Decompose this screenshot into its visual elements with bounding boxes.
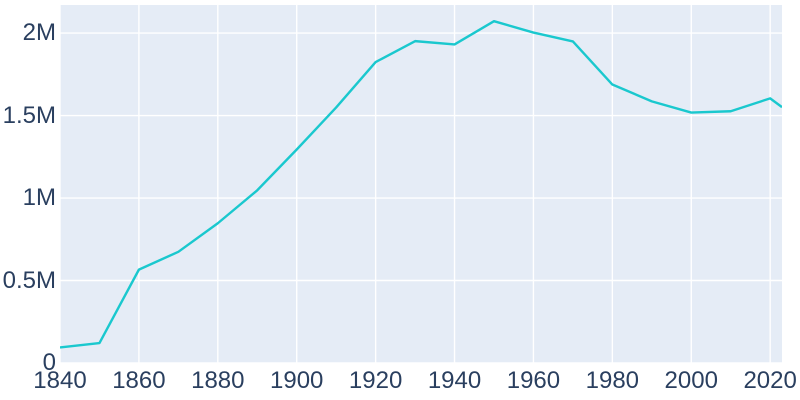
x-tick-label: 1960 — [506, 367, 561, 394]
chart-canvas — [60, 5, 782, 363]
x-tick-label: 2000 — [664, 367, 718, 394]
y-tick-label: 2M — [22, 19, 56, 47]
x-tick-label: 1860 — [112, 367, 166, 394]
y-tick-label: 0 — [42, 349, 56, 376]
x-tick-label: 1840 — [33, 367, 87, 394]
population-line-series — [60, 19, 782, 349]
y-tick-label: 1M — [22, 184, 56, 212]
x-tick-label: 1980 — [585, 367, 640, 394]
x-tick-label: 2020 — [743, 367, 797, 394]
x-tick-label: 1940 — [427, 367, 482, 394]
x-tick-label: 1900 — [270, 367, 324, 394]
y-tick-label: 0.5M — [2, 266, 56, 294]
x-tick-label: 1920 — [348, 367, 403, 394]
y-tick-label: 1.5M — [2, 101, 56, 129]
x-tick-label: 1880 — [191, 367, 245, 394]
plot-area — [60, 5, 782, 363]
